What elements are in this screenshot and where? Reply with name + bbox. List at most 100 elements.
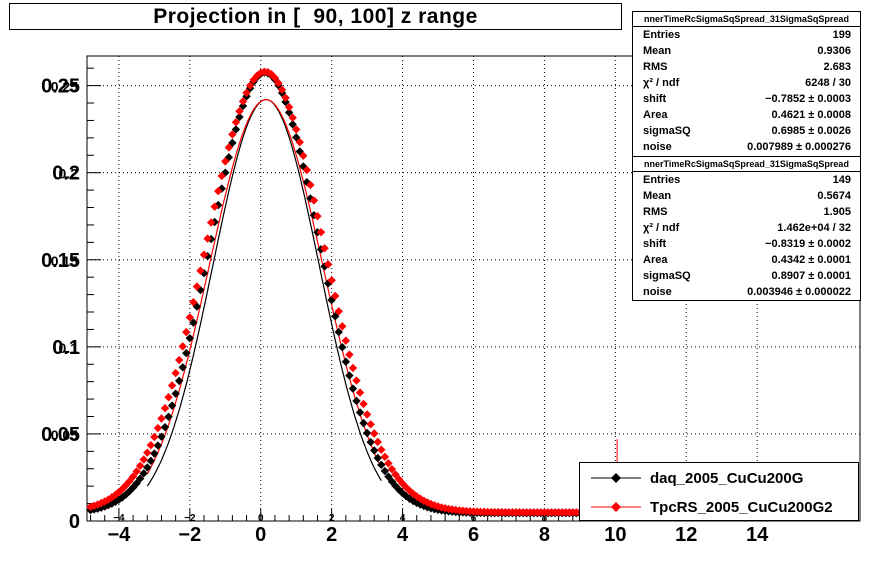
stats-value: 149 [832,174,851,186]
y-tick-label-overlay: 0.05 [51,427,78,443]
stats-value: 0.8907 ± 0.0001 [771,270,851,282]
data-point-tpcrs [206,218,216,227]
x-tick-label: 10 [604,524,626,546]
data-point-daq [359,418,368,428]
stats-label: shift [643,238,667,250]
x-tick-label: 0 [255,524,266,546]
data-point-tpcrs [316,227,326,237]
data-point-tpcrs [359,399,368,409]
stats-row: sigmaSQ 0.6985 ± 0.0026 [633,123,860,139]
data-point-tpcrs [288,113,297,122]
y-tick-label: 0 [69,511,80,533]
data-point-tpcrs [182,327,191,337]
stats-value: 1.462e+04 / 32 [777,222,851,234]
data-point-tpcrs [281,93,290,102]
data-point-tpcrs [139,455,148,464]
y-tick-label-overlay: 0.25 [51,79,78,95]
y-tick-label: 0.15 [41,250,80,272]
y-tick-label: 0.2 [52,163,80,185]
stats-row: Area 0.4342 ± 0.0001 [633,252,860,268]
data-point-tpcrs [384,459,393,468]
data-point-daq [178,363,187,372]
stats-label: shift [643,93,667,105]
legend-marker-tpcrs [591,502,641,512]
data-point-daq [341,357,351,366]
data-point-daq [366,437,375,447]
data-point-tpcrs [238,97,248,106]
stats-row: Entries 199 [633,27,860,43]
data-point-daq [284,108,294,117]
data-point-daq [143,463,152,472]
stats-row: sigmaSQ 0.8907 ± 0.0001 [633,268,860,284]
data-point-daq [203,251,212,261]
data-point-tpcrs [267,70,276,79]
stats-value: 0.6985 ± 0.0026 [771,125,851,137]
data-point-tpcrs [128,472,138,481]
x-tick-label: 6 [468,524,479,546]
legend: daq_2005_CuCu200G TpcRS_2005_CuCu200G2 [579,462,859,521]
data-point-tpcrs [228,130,237,139]
stats-label: noise [643,286,672,298]
data-point-tpcrs [192,282,202,291]
data-point-daq [189,318,198,327]
data-point-tpcrs [93,500,102,509]
data-point-daq [199,269,209,278]
data-point-daq [174,376,184,386]
data-point-daq [171,389,180,398]
data-point-tpcrs [203,234,212,243]
data-point-tpcrs [86,502,95,512]
stats-label: Entries [643,174,681,186]
stats-label: noise [643,141,672,153]
stats-label: χ² / ndf [643,77,680,89]
data-point-daq [384,472,393,481]
data-point-daq [135,474,145,483]
stats-value: 0.007989 ± 0.000276 [747,141,851,153]
data-point-tpcrs [323,260,333,269]
data-point-daq [380,466,390,476]
data-point-tpcrs [348,363,358,373]
data-point-daq [231,125,241,134]
data-point-tpcrs [355,388,365,397]
stats-label: Area [643,109,668,121]
stats-value: 6248 / 30 [805,77,851,89]
data-point-tpcrs [306,180,315,190]
stats-value: −0.8319 ± 0.0002 [765,238,851,250]
data-point-tpcrs [362,410,372,419]
legend-item-tpcrs: TpcRS_2005_CuCu200G2 [580,493,858,521]
data-point-tpcrs [224,143,234,152]
data-point-tpcrs [199,250,209,259]
data-point-tpcrs [146,440,156,450]
stats-row: noise 0.003946 ± 0.000022 [633,284,860,300]
data-point-daq [338,342,347,352]
x-inner-tick-label: 6 [471,513,477,524]
stats-label: sigmaSQ [643,270,691,282]
data-point-tpcrs [189,297,198,307]
data-point-tpcrs [338,322,347,331]
data-point-daq [331,312,340,321]
stats-box-2-name: nnerTimeRcSigmaSqSpread_31SigmaSqSpread [633,157,860,172]
data-point-daq [157,432,166,441]
data-point-daq [153,441,163,450]
data-point-tpcrs [171,368,180,378]
data-point-tpcrs [135,461,145,470]
x-tick-label: 4 [397,524,409,546]
y-tick-label-overlay: 0.2 [59,166,79,182]
stats-row: χ² / ndf 6248 / 30 [633,75,860,91]
data-point-tpcrs [114,487,124,497]
stats-row: shift −0.7852 ± 0.0003 [633,91,860,107]
data-point-tpcrs [245,81,255,90]
stats-value: 2.683 [823,61,851,73]
chart-title: Projection in [ 90, 100] z range [9,3,622,30]
data-point-daq [355,408,365,417]
x-tick-label: 12 [675,524,697,546]
x-inner-tick-label: 4 [400,513,406,524]
stats-label: Entries [643,29,681,41]
data-point-daq [348,384,358,393]
data-point-tpcrs [270,73,280,83]
y-tick-label: 0.25 [41,76,80,98]
stats-row: Entries 149 [633,172,860,188]
x-tick-label: 2 [326,524,337,546]
data-point-tpcrs [164,392,173,402]
stats-row: noise 0.007989 ± 0.000276 [633,139,860,155]
data-point-tpcrs [302,165,312,175]
